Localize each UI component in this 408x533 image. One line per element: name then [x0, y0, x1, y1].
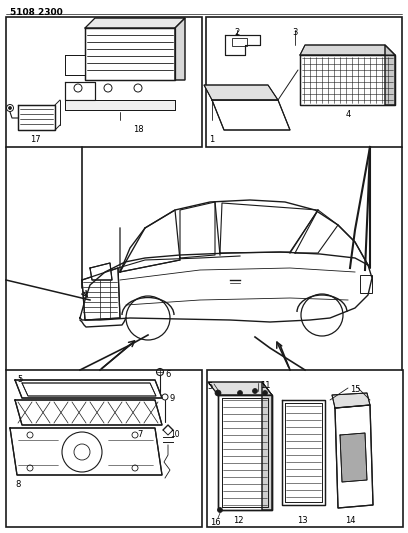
Polygon shape — [222, 398, 268, 507]
Polygon shape — [212, 100, 290, 130]
Text: 3: 3 — [292, 28, 298, 37]
Text: 2: 2 — [234, 28, 239, 37]
Bar — [6, 370, 202, 527]
Polygon shape — [285, 403, 322, 502]
Polygon shape — [204, 85, 278, 100]
Polygon shape — [300, 55, 395, 105]
Text: 13: 13 — [297, 516, 307, 525]
Polygon shape — [300, 45, 395, 55]
Text: 14: 14 — [345, 516, 355, 525]
Polygon shape — [15, 380, 162, 398]
Polygon shape — [262, 382, 272, 510]
Text: 7: 7 — [137, 430, 143, 439]
Text: 5: 5 — [207, 382, 213, 391]
Text: 8: 8 — [15, 480, 20, 489]
Text: 11: 11 — [260, 381, 270, 390]
Bar — [206, 17, 402, 147]
Text: 17: 17 — [30, 135, 40, 144]
Polygon shape — [208, 382, 272, 395]
Circle shape — [9, 107, 11, 109]
Text: 10: 10 — [170, 430, 180, 439]
Polygon shape — [85, 28, 175, 80]
Polygon shape — [15, 400, 162, 425]
Bar — [232, 38, 247, 46]
Circle shape — [253, 389, 257, 393]
Text: 1: 1 — [209, 135, 215, 144]
Text: 15: 15 — [350, 385, 360, 394]
Polygon shape — [335, 405, 373, 508]
Polygon shape — [65, 100, 175, 110]
Polygon shape — [85, 18, 185, 28]
Text: 18: 18 — [133, 125, 143, 134]
Polygon shape — [18, 105, 55, 130]
Text: 12: 12 — [233, 516, 243, 525]
Circle shape — [237, 391, 242, 395]
Text: 5108 2300: 5108 2300 — [10, 8, 63, 17]
Polygon shape — [332, 393, 370, 408]
Polygon shape — [385, 45, 395, 105]
Text: 4: 4 — [346, 110, 350, 119]
Polygon shape — [82, 268, 120, 320]
Circle shape — [262, 391, 268, 395]
Polygon shape — [340, 433, 367, 482]
Circle shape — [217, 507, 222, 513]
Text: 16: 16 — [210, 518, 220, 527]
Bar — [360, 275, 372, 293]
Polygon shape — [65, 82, 95, 100]
Polygon shape — [90, 263, 112, 280]
Polygon shape — [218, 395, 272, 510]
Polygon shape — [10, 428, 162, 475]
Text: 9: 9 — [170, 394, 175, 403]
Circle shape — [215, 390, 221, 396]
Polygon shape — [65, 55, 85, 75]
Bar — [6, 17, 202, 147]
Polygon shape — [225, 35, 260, 55]
Text: 5: 5 — [18, 375, 22, 384]
Bar — [207, 370, 403, 527]
Text: 6: 6 — [165, 370, 171, 379]
Polygon shape — [175, 18, 185, 80]
Polygon shape — [282, 400, 325, 505]
